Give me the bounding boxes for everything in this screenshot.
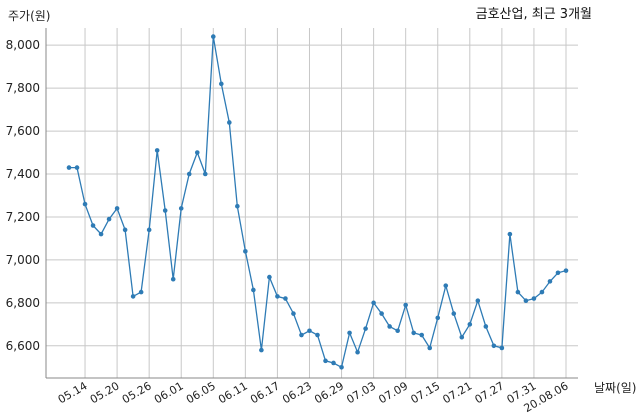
data-point [331,360,336,366]
data-point [507,231,513,237]
data-point [491,343,497,349]
data-point [235,203,240,209]
y-tick-label: 6,600 [6,339,40,353]
x-tick-label: 07.21 [441,379,475,406]
data-point [531,296,537,301]
data-point [74,165,80,170]
data-point [66,165,72,170]
data-point [371,300,376,306]
x-tick-label: 07.15 [408,379,442,406]
data-point [106,216,112,222]
data-point [419,332,425,338]
x-tick-label: 06.05 [184,379,218,406]
data-point [299,332,304,338]
x-tick-label: 05.26 [120,379,154,406]
data-point [547,279,553,284]
data-point [210,34,216,39]
chart-grid [46,28,578,378]
data-point [146,227,152,233]
data-point [523,298,529,303]
data-point [291,311,296,316]
data-point [251,287,256,293]
data-point [363,326,368,331]
data-point [283,296,288,301]
data-point [194,150,200,155]
data-point [162,208,168,213]
chart-title: 금호산업, 최근 3개월 [476,7,592,22]
chart-axes [45,28,578,379]
x-tick-label: 06.01 [152,379,186,406]
data-point [451,311,457,316]
x-tick-label: 06.17 [248,379,282,406]
y-tick-label: 6,800 [6,296,40,310]
x-axis-label: 날짜(일) [594,381,636,395]
y-tick-label: 7,200 [6,210,40,224]
data-point [90,223,96,228]
data-point [275,294,280,299]
x-tick-label: 06.11 [216,379,250,406]
data-point [387,324,392,329]
data-point [483,324,489,329]
data-point [170,276,176,282]
price-series [66,34,569,370]
data-point [122,227,128,233]
series-line [69,36,567,369]
data-point [243,249,248,254]
data-point [411,330,416,336]
x-tick-label: 05.20 [88,379,122,406]
data-point [339,364,344,370]
y-tick-label: 7,600 [6,124,40,138]
data-point [178,206,184,211]
data-point [323,358,328,364]
data-point [435,315,441,321]
data-point [443,283,449,288]
data-point [259,347,264,353]
x-tick-label: 07.09 [376,379,410,406]
x-tick-label: 06.23 [280,379,314,406]
data-point [459,334,465,340]
y-axis-ticks: 6,600 6,800 7,000 7,200 7,400 7,600 7,800 8,000 [6,38,40,353]
y-axis-label: 주가(원) [8,9,50,23]
data-point [403,302,408,308]
y-tick-label: 7,400 [6,167,40,181]
data-point [347,330,352,336]
data-point [555,270,561,276]
data-point [467,322,473,327]
data-point [98,231,104,237]
data-point [499,345,505,351]
y-tick-label: 7,000 [6,253,40,267]
x-axis-ticks: 05.1405.2005.2606.0106.0506.1106.1706.23… [56,379,571,415]
data-point [138,289,144,295]
x-tick-label: 06.29 [312,379,346,406]
x-tick-label: 07.27 [473,379,507,406]
data-point [355,349,360,355]
data-point [202,171,208,177]
data-point [227,120,232,125]
data-point [267,274,272,280]
data-point [307,328,312,334]
data-point [130,294,136,299]
data-point [82,201,88,207]
data-point [114,206,120,211]
data-point [475,298,481,303]
data-point [219,81,224,87]
data-point [186,171,192,177]
data-point [154,148,160,153]
x-tick-label: 07.03 [344,379,378,406]
data-point [539,289,545,295]
data-point [563,268,569,273]
x-tick-label: 05.14 [56,379,90,406]
data-point [379,311,384,316]
data-point [395,328,400,334]
data-point [427,345,433,351]
y-tick-label: 7,800 [6,81,40,95]
data-point [315,332,320,338]
data-point [515,289,521,295]
y-tick-label: 8,000 [6,38,40,52]
